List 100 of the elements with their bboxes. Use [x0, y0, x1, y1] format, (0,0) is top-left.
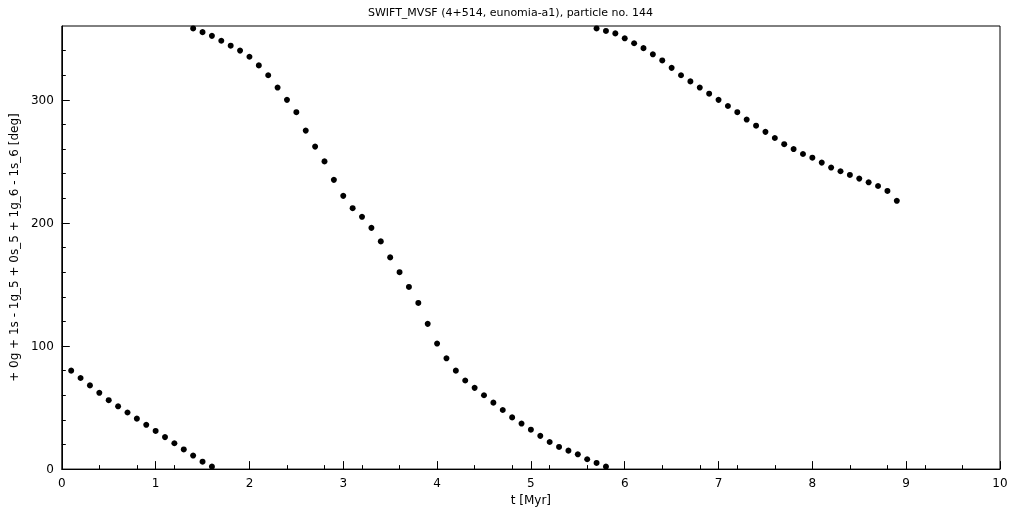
point	[462, 377, 469, 384]
point	[762, 128, 769, 135]
point	[518, 420, 525, 427]
point	[237, 47, 244, 54]
point	[875, 183, 882, 190]
point	[359, 213, 366, 220]
point	[199, 458, 206, 465]
point	[687, 78, 694, 85]
y-tick-label: 300	[30, 92, 54, 107]
point	[734, 109, 741, 116]
point	[818, 159, 825, 166]
point	[274, 84, 281, 91]
point	[481, 392, 487, 399]
point	[133, 415, 140, 422]
point	[171, 440, 178, 447]
point	[509, 414, 516, 421]
point	[312, 143, 319, 150]
point	[152, 427, 159, 434]
point	[565, 447, 572, 454]
point	[706, 90, 713, 97]
point	[659, 57, 666, 64]
point	[527, 426, 534, 433]
point	[771, 135, 778, 141]
point	[96, 389, 103, 396]
point	[405, 283, 412, 290]
point	[349, 205, 356, 212]
point	[593, 459, 600, 466]
point	[602, 463, 609, 470]
point	[781, 141, 788, 148]
point	[330, 176, 337, 183]
point	[584, 456, 591, 463]
point	[443, 355, 450, 362]
x-tick-label: 4	[433, 476, 441, 491]
point	[227, 42, 234, 49]
point	[396, 269, 403, 276]
point	[649, 51, 656, 58]
point	[715, 96, 722, 103]
point	[293, 109, 300, 116]
y-tick-label: 200	[30, 215, 54, 230]
point	[115, 403, 122, 410]
point	[490, 399, 497, 406]
point	[283, 96, 290, 103]
x-tick-label: 5	[527, 476, 535, 491]
point	[865, 179, 872, 186]
point	[631, 40, 638, 47]
point	[424, 320, 431, 327]
point	[828, 164, 835, 171]
point	[893, 197, 900, 204]
x-tick-label: 9	[902, 476, 910, 491]
point	[340, 192, 347, 199]
point	[415, 299, 422, 306]
point	[190, 25, 197, 32]
point	[265, 72, 272, 79]
point	[621, 35, 628, 42]
point	[434, 340, 441, 347]
point	[218, 37, 225, 44]
point	[546, 439, 553, 446]
point	[208, 32, 215, 39]
point	[246, 53, 253, 60]
x-tick-label: 1	[151, 476, 160, 491]
point	[77, 375, 84, 382]
point	[377, 238, 384, 245]
point	[143, 421, 150, 428]
point	[180, 446, 187, 453]
point	[790, 146, 797, 153]
point	[302, 127, 309, 134]
point	[593, 25, 600, 32]
point	[471, 384, 478, 391]
y-tick-label: 0	[46, 462, 54, 477]
x-axis-title: t [Myr]	[510, 493, 552, 507]
point	[753, 122, 760, 129]
point	[124, 409, 131, 416]
y-axis-title: + 0g + 1s - 1g_5 + 0s_5 + 1g_6 - 1s_6 [deg]	[7, 113, 21, 382]
point	[255, 62, 262, 69]
point	[199, 29, 206, 36]
point	[556, 443, 563, 450]
point	[640, 45, 647, 52]
point	[696, 84, 703, 91]
x-tick-label: 3	[339, 476, 348, 491]
point	[208, 463, 215, 470]
point	[678, 72, 685, 79]
y-tick-label: 100	[30, 339, 54, 354]
point	[368, 224, 375, 231]
point	[190, 452, 197, 459]
point	[809, 154, 816, 161]
point	[499, 407, 506, 414]
point	[537, 432, 544, 439]
x-tick-label: 2	[245, 476, 254, 491]
x-tick-label: 8	[808, 476, 817, 491]
x-tick-label: 0	[57, 476, 66, 491]
point	[884, 187, 891, 194]
point	[612, 30, 619, 37]
point	[68, 367, 75, 374]
x-tick-label: 7	[714, 476, 723, 491]
point	[105, 397, 112, 404]
point	[574, 451, 581, 458]
point	[724, 103, 731, 109]
point	[837, 168, 844, 175]
chart-title: SWIFT_MVSF (4+514, eunomia-a1), particle no. 144	[367, 6, 654, 19]
point	[668, 64, 675, 71]
